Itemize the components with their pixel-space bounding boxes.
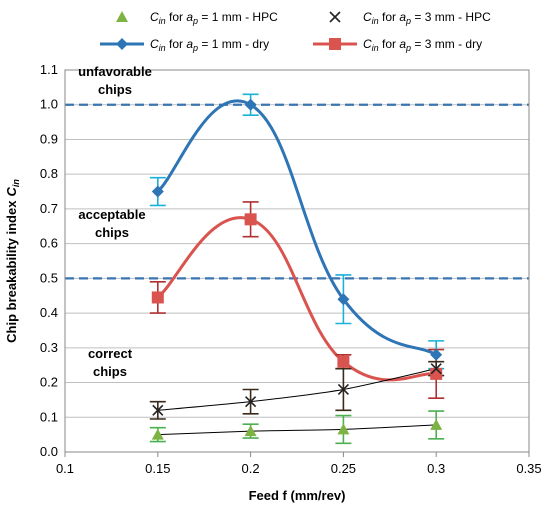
- legend-label-part: C: [150, 37, 159, 51]
- legend-label-part: = 1 mm - dry: [198, 37, 269, 51]
- y-tick-label: 0.0: [40, 444, 58, 459]
- zone-label-acceptable: acceptable: [78, 207, 145, 222]
- data-point-x-stroke: [245, 396, 257, 408]
- legend-marker-triangle: [116, 11, 128, 22]
- legend-label-part: = 3 mm - dry: [411, 37, 482, 51]
- x-tick-label: 0.35: [516, 461, 541, 476]
- data-point-square: [337, 355, 350, 368]
- data-point-x-stroke: [430, 363, 442, 375]
- legend-label-part: = 1 mm - HPC: [198, 10, 278, 24]
- zone-label-correct: correct: [88, 346, 133, 361]
- legend-label-part: C: [150, 10, 159, 24]
- zone-labels: unfavorable chips acceptable chips correct ch…: [78, 64, 152, 379]
- y-tick-label: 0.6: [40, 236, 58, 251]
- data-point-x: [152, 404, 164, 416]
- legend: Cin for ap = 1 mm - HPC Cin for ap = 3 mm…: [100, 10, 491, 53]
- x-tick-label: 0.3: [427, 461, 445, 476]
- data-point-square: [244, 213, 257, 226]
- legend-label-part: in: [372, 43, 379, 53]
- y-tick-label: 0.2: [40, 375, 58, 390]
- x-tick-label: 0.1: [56, 461, 74, 476]
- data-point-x-stroke: [152, 404, 164, 416]
- data-point-diamond: [430, 348, 443, 361]
- tick-labels: 0.0 0.1 0.2 0.3 0.4 0.5 0.6 0.7 0.8 0.9 1.0 1.1 0.1 0…: [40, 62, 542, 476]
- y-tick-label: 0.4: [40, 305, 58, 320]
- legend-item-triangle: Cin for ap = 1 mm - HPC: [116, 10, 278, 26]
- y-tick-label: 0.7: [40, 201, 58, 216]
- y-tick-label: 0.8: [40, 166, 58, 181]
- legend-label-part: C: [363, 37, 372, 51]
- x-axis-title: Feed f (mm/rev): [249, 488, 346, 503]
- y-axis-title-subscript: in: [11, 179, 21, 188]
- series-lines: [156, 99, 437, 436]
- y-tick-label: 0.3: [40, 340, 58, 355]
- data-point-triangle: [151, 428, 164, 440]
- data-point-x: [337, 383, 349, 396]
- zone-label-unfavorable: unfavorable: [78, 64, 152, 79]
- series-line-x: [157, 368, 437, 411]
- legend-marker-x: [329, 11, 341, 23]
- data-point-x: [430, 363, 442, 375]
- legend-label-part: p: [192, 16, 198, 26]
- zone-label-correct: chips: [93, 364, 127, 379]
- y-tick-label: 0.9: [40, 131, 58, 146]
- legend-label-part: a: [399, 37, 406, 51]
- x-tick-label: 0.15: [145, 461, 170, 476]
- legend-label-part: p: [405, 43, 411, 53]
- data-point-x: [245, 396, 257, 408]
- legend-label-part: for: [379, 10, 400, 24]
- y-tick-label: 1.1: [40, 62, 58, 77]
- legend-label-part: in: [372, 16, 379, 26]
- legend-label-part: for: [166, 10, 187, 24]
- y-tick-label: 1.0: [40, 97, 58, 112]
- legend-label-part: p: [405, 16, 411, 26]
- legend-marker-square: [329, 38, 341, 50]
- legend-label-part: for: [166, 37, 187, 51]
- legend-label-part: = 3 mm - HPC: [411, 10, 491, 24]
- legend-label-part: p: [192, 43, 198, 53]
- plot-area-border: [64, 69, 530, 453]
- y-axis-title: Chip breakability index Cin: [4, 179, 21, 343]
- legend-label-part: in: [159, 43, 166, 53]
- legend-label: Cin for ap = 3 mm - dry: [363, 37, 482, 53]
- zone-label-unfavorable: chips: [98, 82, 132, 97]
- legend-label: Cin for ap = 1 mm - HPC: [150, 10, 278, 26]
- series-line-diamond: [156, 99, 437, 357]
- y-tick-label: 0.1: [40, 409, 58, 424]
- data-markers: [151, 98, 443, 440]
- x-tick-label: 0.25: [331, 461, 356, 476]
- data-point-triangle: [244, 425, 257, 437]
- x-tick-label: 0.2: [242, 461, 260, 476]
- data-point-x-stroke: [337, 383, 349, 396]
- legend-label-part: C: [363, 10, 372, 24]
- series-line-triangle: [157, 424, 437, 436]
- legend-label: Cin for ap = 1 mm - dry: [150, 37, 269, 53]
- legend-label-part: a: [186, 10, 193, 24]
- data-point-triangle: [430, 418, 443, 430]
- legend-label-part: in: [159, 16, 166, 26]
- legend-label-part: for: [379, 37, 400, 51]
- legend-label: Cin for ap = 3 mm - HPC: [363, 10, 491, 26]
- y-axis-title-symbol: C: [4, 187, 19, 197]
- data-point-diamond: [151, 185, 164, 198]
- y-axis-title-main: Chip breakability index: [4, 200, 19, 343]
- reference-lines: [65, 103, 529, 280]
- legend-marker-x-stroke: [329, 11, 341, 23]
- legend-item-square: Cin for ap = 3 mm - dry: [313, 37, 482, 53]
- legend-item-x: Cin for ap = 3 mm - HPC: [329, 10, 491, 26]
- zone-label-acceptable: chips: [95, 225, 129, 240]
- data-point-square: [151, 291, 164, 304]
- legend-item-diamond: Cin for ap = 1 mm - dry: [100, 37, 269, 53]
- legend-label-part: a: [399, 10, 406, 24]
- data-point-triangle: [337, 423, 350, 435]
- legend-marker-diamond: [116, 38, 128, 50]
- legend-label-part: a: [186, 37, 193, 51]
- data-point-diamond: [244, 98, 257, 111]
- data-point-diamond: [337, 293, 350, 306]
- y-tick-label: 0.5: [40, 270, 58, 285]
